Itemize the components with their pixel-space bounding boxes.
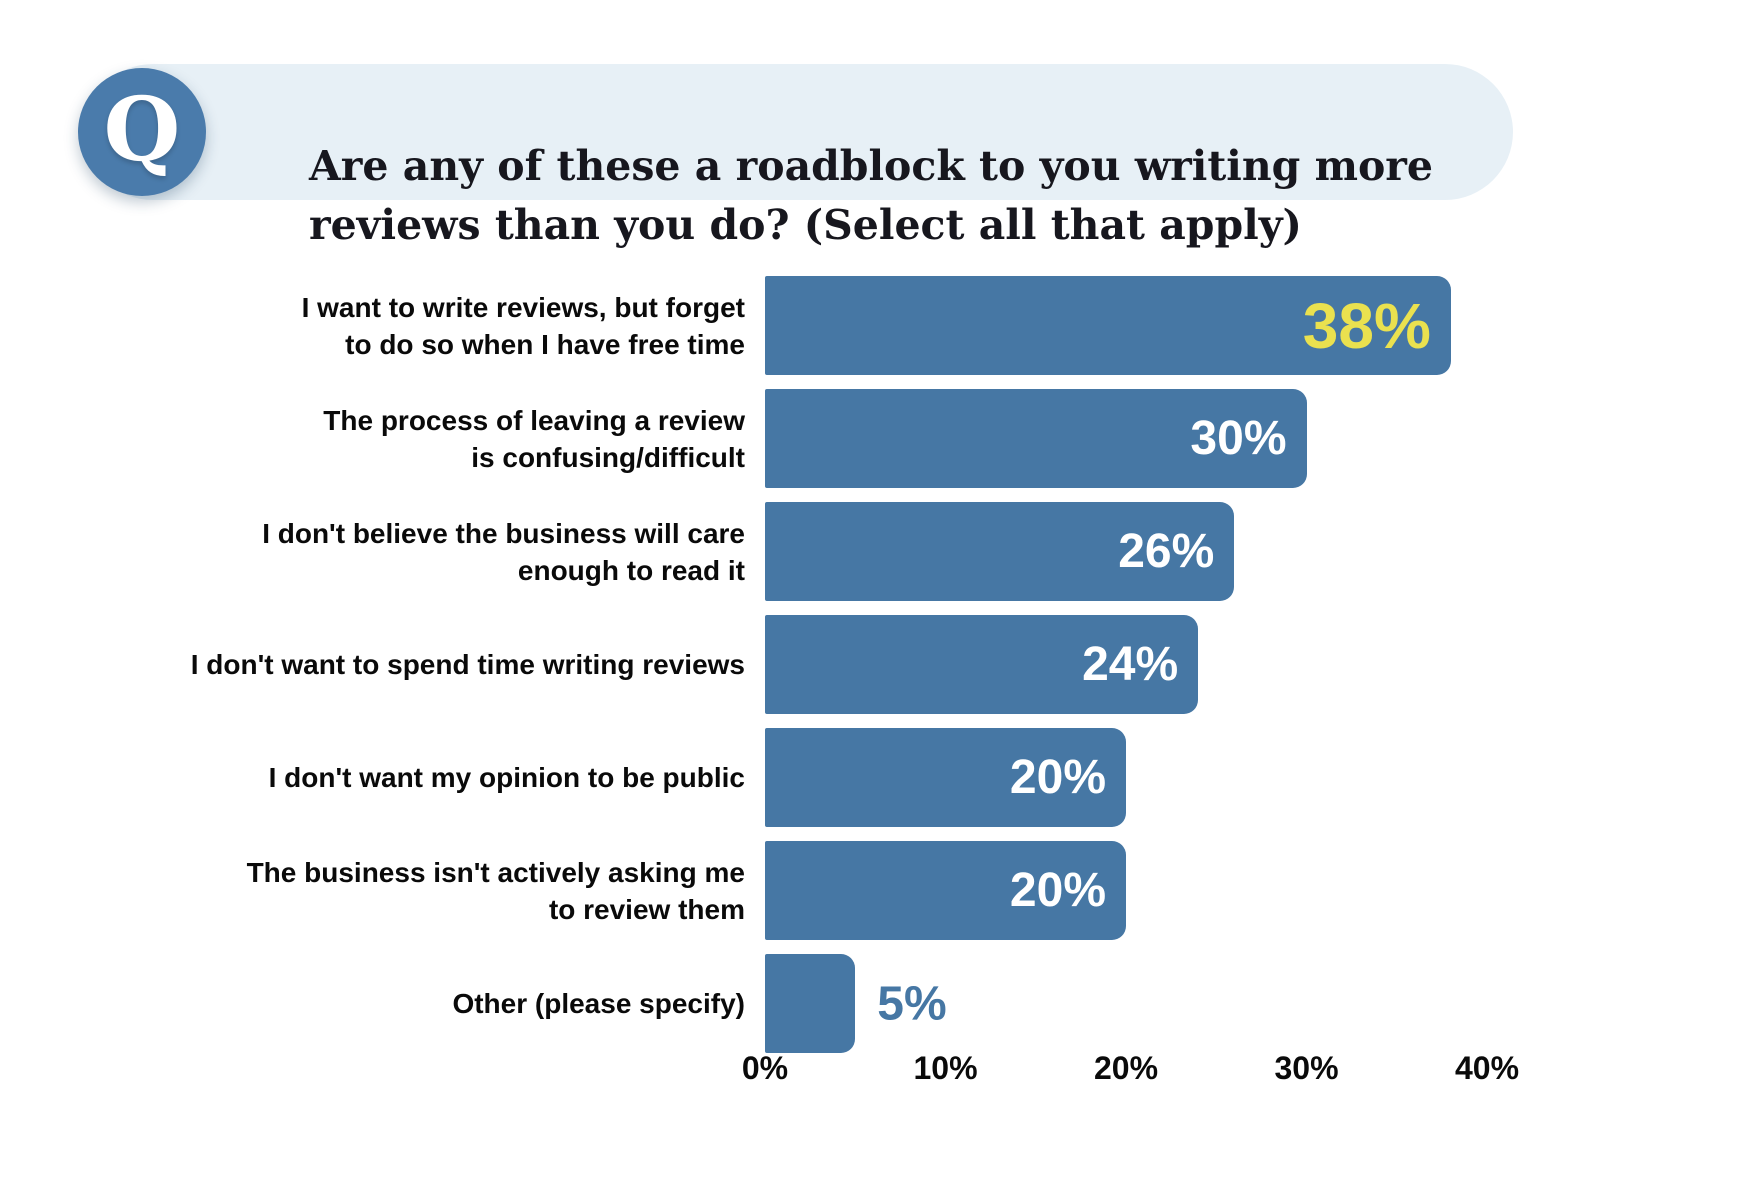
- category-label-line: The business isn't actively asking me: [246, 856, 745, 888]
- chart-row: I want to write reviews, but forget to do…: [0, 269, 1752, 382]
- x-axis: 0% 10% 20% 30% 40%: [742, 1050, 1519, 1100]
- bar: 38%: [765, 276, 1451, 375]
- bar: 24%: [765, 615, 1199, 714]
- category-label: The process of leaving a review is confus…: [0, 402, 745, 476]
- bar-value-label: 20%: [1009, 864, 1106, 917]
- bar: 30%: [765, 389, 1307, 488]
- bar-value-label: 26%: [1118, 525, 1215, 578]
- chart-row: I don't believe the business will care en…: [0, 495, 1752, 608]
- bar-track: 5%: [765, 954, 1752, 1053]
- category-label: I don't believe the business will care en…: [0, 515, 745, 589]
- category-label-line: Other (please specify): [452, 988, 745, 1019]
- chart-row: The process of leaving a review is confus…: [0, 382, 1752, 495]
- category-label-line: I want to write reviews, but forget: [301, 291, 745, 323]
- x-axis-tick-label: 20%: [1093, 1050, 1159, 1086]
- bar-chart: I want to write reviews, but forget to do…: [0, 269, 1752, 1060]
- category-label-line: The process of leaving a review: [323, 404, 745, 436]
- bar: [765, 954, 856, 1053]
- chart-row: Other (please specify) 5%: [0, 947, 1752, 1060]
- x-axis-tick-label: 30%: [1274, 1050, 1339, 1086]
- chart-row: I don't want to spend time writing revie…: [0, 608, 1752, 721]
- question-icon: Q: [78, 68, 206, 196]
- bar-value-label: 5%: [877, 977, 947, 1030]
- page-title-line: reviews than you do? (Select all that ap…: [309, 201, 1302, 249]
- category-label: I don't want my opinion to be public: [0, 759, 745, 796]
- bar: 20%: [765, 728, 1126, 827]
- bar-track: 24%: [765, 615, 1752, 714]
- category-label-line: I don't want my opinion to be public: [268, 762, 745, 793]
- bar-track: 20%: [765, 728, 1752, 827]
- category-label: The business isn't actively asking me to …: [0, 854, 745, 928]
- bar: 26%: [765, 502, 1235, 601]
- x-axis-tick-label: 10%: [913, 1050, 978, 1086]
- bar-track: 20%: [765, 841, 1752, 940]
- category-label-line: to do so when I have free time: [345, 328, 745, 360]
- x-axis-tick-label: 0%: [741, 1050, 789, 1086]
- category-label-line: I don't want to spend time writing revie…: [190, 649, 745, 680]
- bar-track: 38%: [765, 276, 1752, 375]
- x-axis-tick-label: 40%: [1454, 1050, 1520, 1086]
- bar-track: 30%: [765, 389, 1752, 488]
- bar-value-label: 20%: [1009, 751, 1106, 804]
- page-title: Are any of these a roadblock to you writ…: [309, 128, 1433, 264]
- bar-value-label: 24%: [1082, 638, 1179, 691]
- question-header-pill: Are any of these a roadblock to you writ…: [85, 64, 1513, 249]
- bar-value-label: 38%: [1302, 289, 1431, 362]
- category-label-line: to review them: [548, 893, 745, 925]
- chart-row: The business isn't actively asking me to …: [0, 834, 1752, 947]
- category-label: I don't want to spend time writing revie…: [0, 646, 745, 683]
- category-label-line: I don't believe the business will care: [262, 517, 745, 549]
- category-label-line: enough to read it: [517, 554, 745, 586]
- category-label: Other (please specify): [0, 985, 745, 1022]
- category-label: I want to write reviews, but forget to do…: [0, 289, 745, 363]
- bar-value-label: 30%: [1190, 412, 1287, 465]
- question-icon-letter: Q: [103, 77, 181, 181]
- page-title-line: Are any of these a roadblock to you writ…: [309, 142, 1433, 190]
- category-label-line: is confusing/difficult: [471, 441, 745, 473]
- chart-row: I don't want my opinion to be public 20%: [0, 721, 1752, 834]
- bar-track: 26%: [765, 502, 1752, 601]
- bar: 20%: [765, 841, 1126, 940]
